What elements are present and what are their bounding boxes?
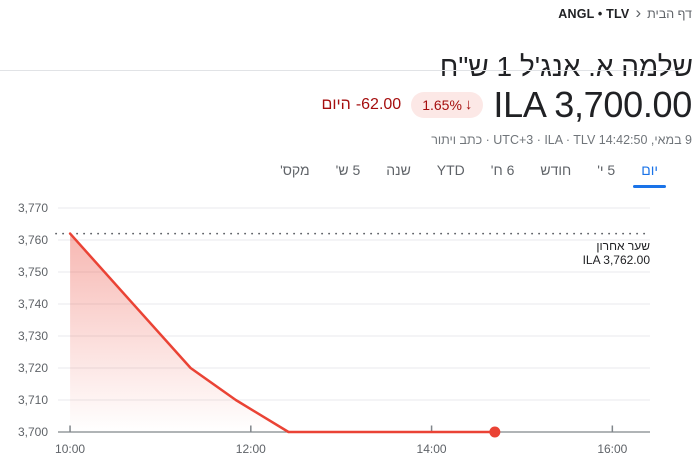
time-range-tabs: יום 5 י' חודש 6 ח' YTD שנה 5 ש' מקס' (267, 155, 671, 190)
tab-6-months[interactable]: 6 ח' (490, 162, 515, 178)
price-change-period: היום (321, 96, 351, 113)
tab-5-days[interactable]: 5 י' (597, 162, 616, 178)
y-axis-tick-label: 3,720 (17, 361, 48, 375)
y-axis-tick-label: 3,700 (17, 425, 48, 439)
current-price-dot[interactable] (489, 426, 501, 438)
x-axis-tick-label: 10:00 (55, 442, 86, 456)
tab-max[interactable]: מקס' (280, 162, 310, 178)
tab-day[interactable]: יום (628, 155, 671, 190)
y-axis-tick-label: 3,740 (17, 297, 48, 311)
price-section: ILA 3,700.00 ↓ 1.65% -62.00 היום 9 במאי,… (322, 84, 693, 147)
percent-change-badge: ↓ 1.65% (411, 92, 484, 118)
price-change-value: -62.00 (355, 96, 402, 113)
breadcrumb-home-link[interactable]: דף הבית (647, 7, 692, 21)
arrow-down-icon: ↓ (464, 96, 473, 113)
chevron-left-icon: ‹ (635, 3, 642, 22)
x-axis-tick-label: 12:00 (235, 442, 266, 456)
tab-5-years[interactable]: 5 ש' (335, 162, 361, 178)
last-price-value: ILA 3,762.00 (582, 253, 650, 267)
y-axis-tick-label: 3,750 (17, 265, 48, 279)
tab-month[interactable]: חודש (540, 162, 572, 178)
y-axis-tick-label: 3,710 (17, 393, 48, 407)
price-chart: שער אחרון ILA 3,762.00 3,770 3,760 3,750 3,… (0, 195, 695, 464)
y-axis-tick-label: 3,770 (17, 201, 48, 215)
quote-meta: 9 במאי, 14:42:50 UTC+3 · ILA · TLV · כתב… (322, 133, 692, 147)
breadcrumb: דף הבית ‹ ANGL • TLV (558, 3, 692, 22)
y-axis-tick-label: 3,730 (17, 329, 48, 343)
quote-timestamp: 9 במאי, 14:42:50 UTC+3 · ILA · TLV (493, 133, 692, 147)
disclaimer-link[interactable]: כתב ויתור (431, 133, 483, 147)
breadcrumb-current-ticker: ANGL • TLV (558, 7, 630, 21)
chart-canvas[interactable] (0, 195, 695, 464)
tab-year[interactable]: שנה (386, 162, 411, 178)
x-axis-tick-label: 16:00 (597, 442, 628, 456)
area-fill (70, 233, 495, 432)
current-price: ILA 3,700.00 (493, 84, 692, 125)
y-axis-tick-label: 3,760 (17, 233, 48, 247)
last-price-label: שער אחרון (596, 239, 650, 253)
price-change: -62.00 היום (322, 96, 402, 114)
x-axis-tick-label: 14:00 (416, 442, 447, 456)
meta-separator: · (485, 133, 490, 147)
percent-change-value: 1.65% (422, 97, 462, 113)
price-line (68, 232, 497, 434)
last-price-annotation: שער אחרון ILA 3,762.00 (0, 239, 650, 267)
page-title: שלמה א. אנג'ל 1 ש"ח (439, 50, 693, 82)
tab-ytd[interactable]: YTD (436, 162, 465, 178)
header-divider (0, 70, 679, 71)
